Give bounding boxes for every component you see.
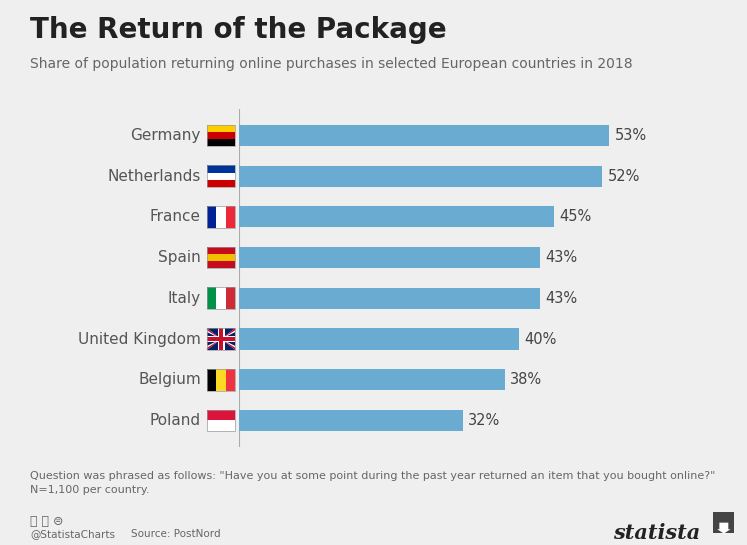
Text: 32%: 32% — [468, 413, 500, 428]
Text: 38%: 38% — [510, 372, 542, 387]
Bar — [239, 125, 610, 146]
Text: @StatistaCharts: @StatistaCharts — [30, 529, 115, 538]
Text: Netherlands: Netherlands — [108, 168, 201, 184]
Text: Question was phrased as follows: "Have you at some point during the past year re: Question was phrased as follows: "Have y… — [30, 471, 716, 495]
Text: 40%: 40% — [524, 331, 557, 347]
Text: Belgium: Belgium — [138, 372, 201, 387]
Bar — [239, 288, 539, 309]
Bar — [239, 166, 602, 187]
Text: statista: statista — [613, 523, 700, 543]
Text: United Kingdom: United Kingdom — [78, 331, 201, 347]
Bar — [239, 207, 554, 227]
Text: 52%: 52% — [608, 168, 640, 184]
Bar — [239, 410, 462, 431]
Text: 43%: 43% — [545, 291, 577, 306]
Text: 53%: 53% — [615, 128, 647, 143]
Text: 43%: 43% — [545, 250, 577, 265]
Text: Spain: Spain — [158, 250, 201, 265]
Text: France: France — [150, 209, 201, 225]
Text: Share of population returning online purchases in selected European countries in: Share of population returning online pur… — [30, 57, 633, 71]
Text: 45%: 45% — [559, 209, 592, 225]
Text: Germany: Germany — [131, 128, 201, 143]
Bar — [239, 247, 539, 268]
Bar — [239, 369, 504, 390]
Text: Source: PostNord: Source: PostNord — [131, 529, 220, 538]
Text: Ⓒ ⓘ ⊜: Ⓒ ⓘ ⊜ — [30, 515, 63, 528]
Bar — [239, 329, 518, 349]
Text: The Return of the Package: The Return of the Package — [30, 16, 447, 44]
Text: Poland: Poland — [150, 413, 201, 428]
Text: Italy: Italy — [168, 291, 201, 306]
